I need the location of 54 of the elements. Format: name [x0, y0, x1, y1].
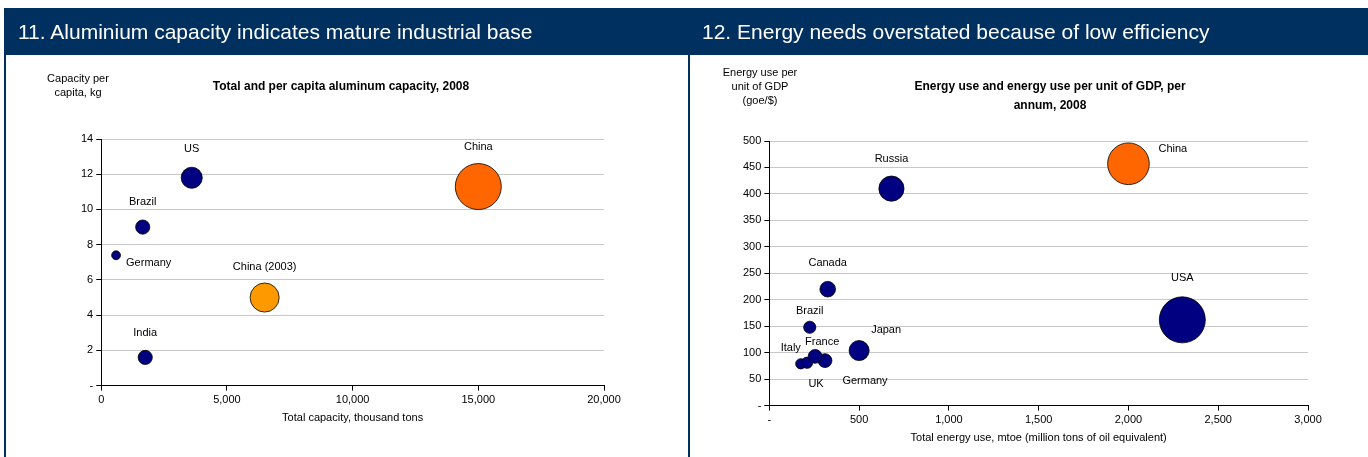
y-tick-label: 8	[87, 237, 94, 250]
x-tick-label: 10,000	[335, 393, 370, 406]
y-tick-label: 2	[87, 343, 94, 356]
chart-title: 12. Energy needs overstated because of low efficiency	[688, 8, 1368, 55]
y-tick-label: 10	[80, 202, 94, 215]
series-label: Italy	[780, 340, 802, 353]
y-tick-label: 100	[742, 345, 762, 358]
x-tick-label: 500	[849, 413, 869, 426]
y-tick-label: 500	[742, 134, 762, 147]
y-tick-label: 300	[742, 239, 762, 252]
series-label: UK	[808, 376, 825, 389]
y-tick-label: 450	[742, 160, 762, 173]
series-label: US	[184, 141, 200, 154]
x-axis-title: Total capacity, thousand tons	[282, 411, 424, 424]
chart-title: 11. Aluminium capacity indicates mature industrial base	[4, 8, 688, 55]
y-tick-label: 50	[749, 372, 762, 385]
x-tick-label: 2,500	[1204, 413, 1232, 426]
series-label: France	[805, 335, 840, 348]
y-tick-label: 400	[742, 186, 762, 199]
y-tick-label: 4	[87, 308, 94, 321]
x-tick-label: -	[767, 413, 772, 426]
series-label: Russia	[874, 151, 910, 164]
x-tick-label: 20,000	[587, 393, 621, 406]
x-tick-label: 0	[98, 393, 105, 406]
chart-subtitle: Total and per capita aluminum capacity, 2008	[211, 78, 471, 95]
series-label: China	[1158, 141, 1189, 154]
y-axis-title: Capacity per capita, kg	[46, 71, 110, 99]
series-label: Japan	[871, 322, 902, 335]
series-label: Brazil	[795, 304, 824, 317]
series-label: USA	[1171, 270, 1195, 283]
x-tick-label: 2,000	[1114, 413, 1143, 426]
y-tick-label: 150	[742, 319, 762, 332]
x-tick-label: 1,000	[935, 413, 963, 426]
x-tick-label: 1,500	[1024, 413, 1053, 426]
series-label: China (2003)	[232, 259, 297, 272]
series-label: China	[463, 139, 494, 152]
x-tick-label: 15,000	[461, 393, 496, 406]
series-label: Canada	[808, 256, 848, 269]
y-tick-label: 6	[87, 272, 94, 285]
y-tick-label: 200	[742, 292, 762, 305]
series-label: India	[133, 326, 159, 339]
y-tick-label: 14	[80, 132, 94, 145]
x-tick-label: 5,000	[213, 393, 241, 406]
y-tick-label: 350	[742, 213, 762, 226]
x-tick-label: 3,000	[1294, 413, 1322, 426]
chart-subtitle: Energy use and energy use per unit of GDP, per annum, 2008	[913, 78, 1187, 114]
series-label: Germany	[126, 256, 172, 269]
y-tick-label: 250	[742, 266, 762, 279]
y-tick-label: 12	[80, 167, 94, 180]
series-label: Brazil	[128, 195, 157, 208]
x-axis-title: Total energy use, mtoe (million tons of oil equivalent)	[910, 431, 1167, 444]
y-tick-label: -	[89, 378, 94, 391]
series-label: Germany	[842, 373, 889, 386]
y-axis-title: Energy use per unit of GDP (goe/$)	[721, 65, 799, 107]
